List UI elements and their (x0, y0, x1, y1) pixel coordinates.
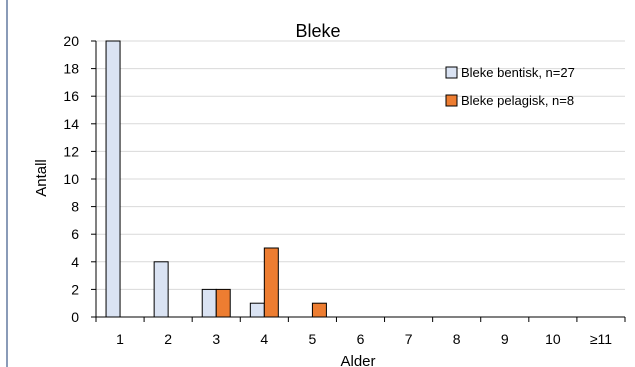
y-tick-label: 8 (71, 199, 79, 215)
x-tick-label: 3 (212, 331, 220, 347)
x-tick-label: 9 (501, 331, 509, 347)
legend-swatch (445, 66, 458, 79)
bar (153, 261, 169, 318)
bar (201, 288, 217, 318)
x-tick-label: 2 (164, 331, 172, 347)
legend-label: Bleke pelagisk, n=8 (461, 93, 574, 108)
x-tick-label: 8 (453, 331, 461, 347)
legend-label: Bleke bentisk, n=27 (461, 65, 575, 80)
y-tick-label: 18 (63, 61, 79, 77)
y-tick-label: 10 (63, 171, 79, 187)
y-tick-label: 16 (63, 88, 79, 104)
x-tick-label: 10 (545, 331, 561, 347)
x-tick-label: 4 (260, 331, 268, 347)
y-tick-label: 14 (63, 116, 79, 132)
y-tick-label: 4 (71, 254, 79, 270)
chart-title: Bleke (295, 21, 340, 41)
bar (263, 247, 279, 318)
y-tick-label: 12 (63, 143, 79, 159)
x-tick-label: 1 (116, 331, 124, 347)
y-tick-label: 20 (63, 33, 79, 49)
x-axis-title: Alder (340, 353, 375, 367)
bar (105, 40, 121, 318)
bar (249, 302, 265, 318)
x-tick-label: 5 (309, 331, 317, 347)
y-tick-label: 0 (71, 309, 79, 325)
x-tick-label: 7 (405, 331, 413, 347)
x-tick-label: 6 (357, 331, 365, 347)
gridlines (96, 40, 625, 290)
legend: Bleke bentisk, n=27 Bleke pelagisk, n=8 (445, 65, 575, 108)
bar (215, 288, 231, 318)
legend-swatch (445, 94, 458, 107)
x-tick-label: ≥11 (590, 331, 612, 347)
y-tick-label: 6 (71, 226, 79, 242)
y-tick-label: 2 (71, 281, 79, 297)
y-axis-title: Antall (33, 159, 50, 197)
bar (311, 302, 327, 318)
